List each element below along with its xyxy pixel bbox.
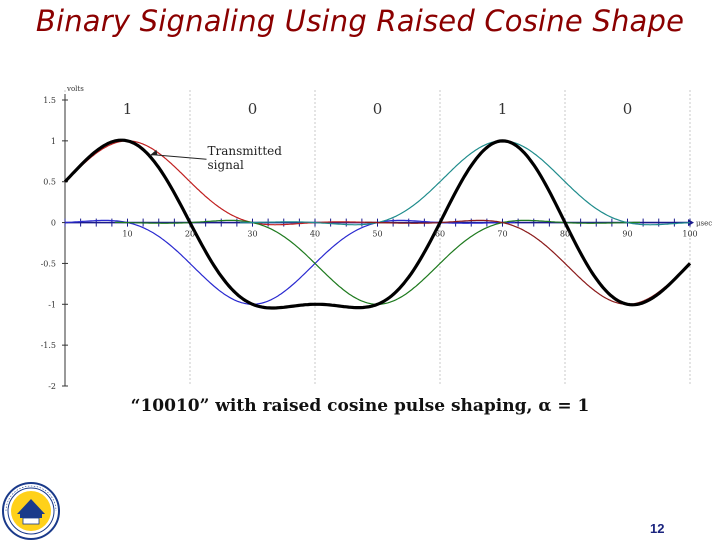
pulse-4-line	[240, 140, 691, 226]
page-number: 12	[650, 521, 665, 536]
bit-label: 0	[623, 100, 633, 118]
annotation-line-1: Transmitted	[208, 144, 283, 158]
bit-label: 1	[123, 100, 133, 118]
bit-label: 0	[373, 100, 383, 118]
y-axis-label: volts	[66, 85, 84, 93]
bit-label: 0	[248, 100, 258, 118]
chart-caption: “10010” with raised cosine pulse shaping…	[130, 396, 590, 416]
y-tick-label: -1.5	[41, 341, 56, 350]
y-tick-label: 1.5	[43, 96, 56, 105]
x-axis-label: μsec	[696, 220, 712, 228]
series-layer	[63, 138, 692, 310]
x-tick-label: 40	[310, 230, 320, 239]
raised-cosine-chart: 10 20 30 40 50 60 70 80 90 1001.510.50-0.5-1-1.5-…	[41, 85, 713, 391]
bit-label: 1	[498, 100, 508, 118]
x-tick-label: 10	[122, 230, 132, 239]
transmitted-signal-line	[63, 138, 692, 310]
pulse-5-line	[365, 219, 691, 305]
x-tick-label: 80	[560, 230, 570, 239]
annotation-arrowhead	[149, 149, 158, 156]
x-tick-label: 20	[185, 230, 195, 239]
x-tick-label: 50	[372, 230, 382, 239]
y-tick-label: -1	[48, 300, 56, 309]
y-tick-label: 1	[51, 137, 56, 146]
x-tick-label: 60	[435, 230, 445, 239]
university-logo-icon	[2, 482, 60, 540]
y-tick-label: 0.5	[43, 178, 56, 187]
slide-title: Binary Signaling Using Raised Cosine Sha…	[35, 4, 685, 38]
y-tick-label: -2	[48, 382, 56, 391]
x-tick-label: 90	[622, 230, 632, 239]
x-tick-label: 30	[247, 230, 257, 239]
axes-layer	[62, 94, 694, 387]
y-tick-label: 0	[51, 219, 56, 228]
annotation-arrow	[153, 154, 207, 160]
annotation-line-2: signal	[208, 158, 245, 172]
x-tick-label: 70	[497, 230, 507, 239]
x-tick-label: 100	[682, 230, 697, 239]
label-layer: 10 20 30 40 50 60 70 80 90 1001.510.50-0.5-1-1.5-…	[41, 85, 713, 391]
y-tick-label: -0.5	[41, 259, 56, 268]
